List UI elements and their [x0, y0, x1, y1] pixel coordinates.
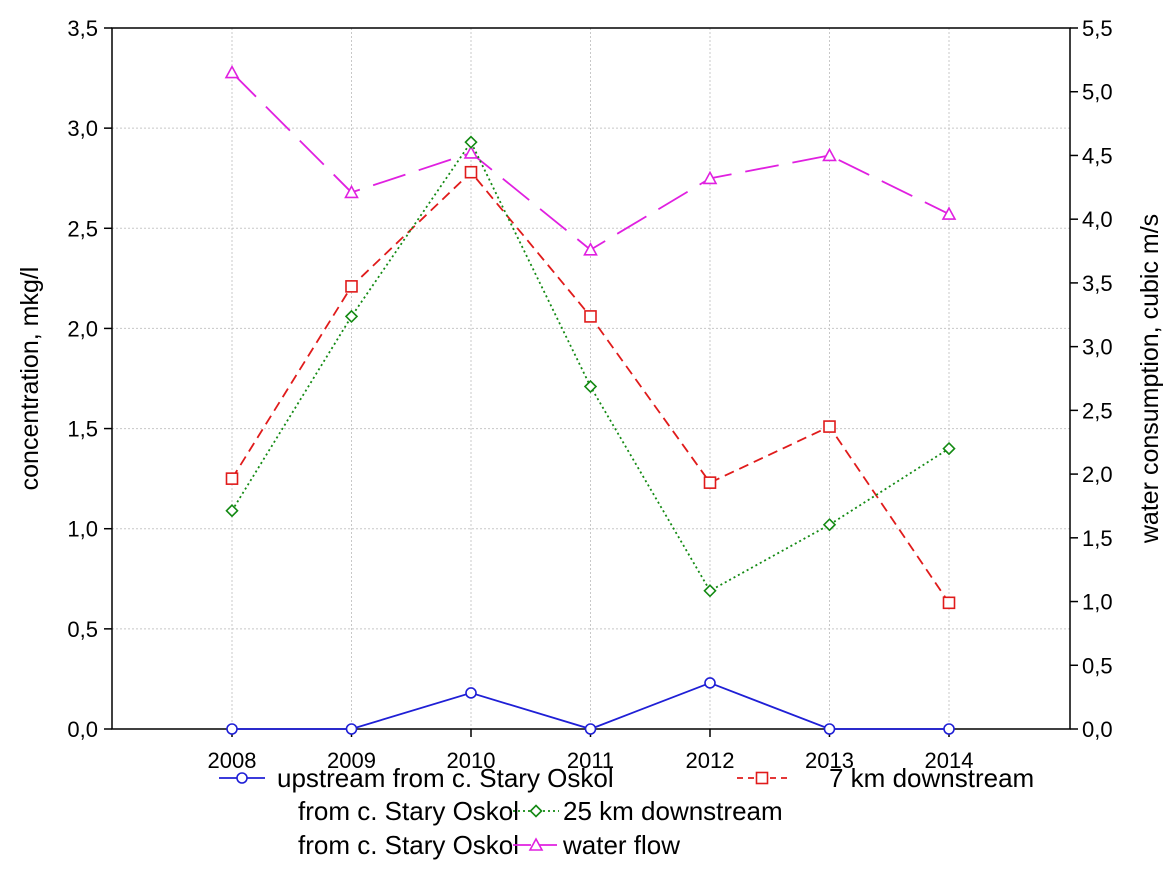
y-tick-label: 1,0: [67, 517, 98, 542]
legend-sample: [219, 772, 265, 784]
y2-tick-label: 5,0: [1082, 80, 1113, 105]
right-axis: 0,0 0,5 1,0 1,5 2,0 2,5 3,0 3,5 4,0 4,5 5,0 5,5: [1070, 16, 1113, 742]
grid: [112, 28, 1070, 729]
series-0: [226, 677, 955, 735]
x-tick-label: 2009: [327, 748, 376, 773]
x-tick-label: 2013: [805, 748, 854, 773]
data-point: [463, 145, 479, 159]
x-tick-label: 2011: [567, 748, 614, 773]
legend-text: from c. Stary Oskol: [298, 796, 519, 826]
y2-tick-label: 1,0: [1082, 590, 1113, 615]
y2-tick-label: 1,5: [1082, 526, 1113, 551]
data-point: [703, 584, 717, 598]
series-2: [225, 135, 956, 598]
data-point: [225, 472, 239, 485]
series-1: [225, 165, 956, 610]
data-point: [704, 677, 716, 689]
legend-text: water flow: [562, 830, 680, 860]
data-point: [584, 723, 597, 735]
data-point: [226, 723, 238, 735]
x-tick-label: 2008: [208, 748, 257, 773]
x-tick-label: 2014: [925, 748, 974, 773]
y2-tick-label: 5,5: [1082, 16, 1113, 41]
x-axis: 2008 2009 2010 2011 2012 2013 2014: [208, 729, 974, 773]
data-point: [941, 206, 957, 220]
y-axis-title: concentration, mkg/l: [16, 267, 44, 491]
data-point: [942, 441, 956, 456]
series-3: [224, 64, 957, 256]
y2-tick-label: 4,5: [1082, 143, 1113, 168]
data-point: [224, 64, 240, 79]
data-point: [344, 184, 359, 199]
legend-sample-marker: [236, 772, 248, 784]
data-point: [822, 518, 837, 532]
y-tick-label: 2,0: [67, 316, 98, 341]
x-tick-label: 2010: [447, 748, 496, 773]
legend-sample-marker: [528, 837, 544, 851]
data-point: [583, 379, 598, 394]
data-point: [464, 135, 478, 149]
data-point: [703, 476, 717, 489]
data-point: [464, 165, 478, 179]
legend-text: 7 km downstream: [829, 763, 1034, 793]
y-tick-label: 1,5: [67, 417, 98, 442]
legend-text: from c. Stary Oskol: [298, 830, 519, 860]
legend: upstream from c. Stary Oskol 7 km downstr…: [219, 763, 1034, 860]
legend-sample: [737, 771, 787, 785]
data-point: [225, 504, 239, 518]
legend-sample-marker: [755, 771, 769, 785]
y2-tick-label: 0,0: [1082, 717, 1113, 742]
data-point: [702, 170, 718, 185]
y2-tick-label: 0,5: [1082, 653, 1113, 678]
y-tick-label: 0,0: [67, 717, 98, 742]
y-tick-label: 0,5: [67, 617, 98, 642]
data-point: [823, 420, 836, 433]
legend-text: upstream from c. Stary Oskol: [277, 763, 614, 793]
y2-axis-title: water consumption, cubic m/s: [1136, 214, 1164, 544]
data-point: [345, 280, 358, 293]
y2-tick-label: 2,5: [1082, 398, 1113, 423]
legend-sample: [513, 837, 559, 851]
data-point: [345, 723, 358, 735]
data-point: [344, 309, 359, 324]
data-point: [823, 723, 836, 735]
left-axis: 0,0 0,5 1,0 1,5 2,0 2,5 3,0 3,5: [67, 16, 112, 742]
data-point: [943, 723, 955, 735]
legend-text: 25 km downstream: [563, 796, 783, 826]
y2-tick-label: 2,0: [1082, 462, 1113, 487]
y2-tick-label: 3,0: [1082, 335, 1113, 360]
data-point: [465, 687, 477, 699]
legend-sample-marker: [529, 804, 543, 818]
y2-tick-label: 3,5: [1082, 271, 1113, 296]
data-point: [822, 147, 837, 162]
data-point: [584, 310, 597, 323]
data-point: [583, 242, 598, 256]
series-layer: [224, 64, 957, 735]
data-point: [942, 596, 956, 610]
y-tick-label: 3,5: [67, 16, 98, 41]
y-tick-label: 3,0: [67, 116, 98, 141]
y-tick-label: 2,5: [67, 216, 98, 241]
x-tick-label: 2012: [686, 748, 735, 773]
y2-tick-label: 4,0: [1082, 207, 1113, 232]
legend-sample: [513, 804, 559, 818]
